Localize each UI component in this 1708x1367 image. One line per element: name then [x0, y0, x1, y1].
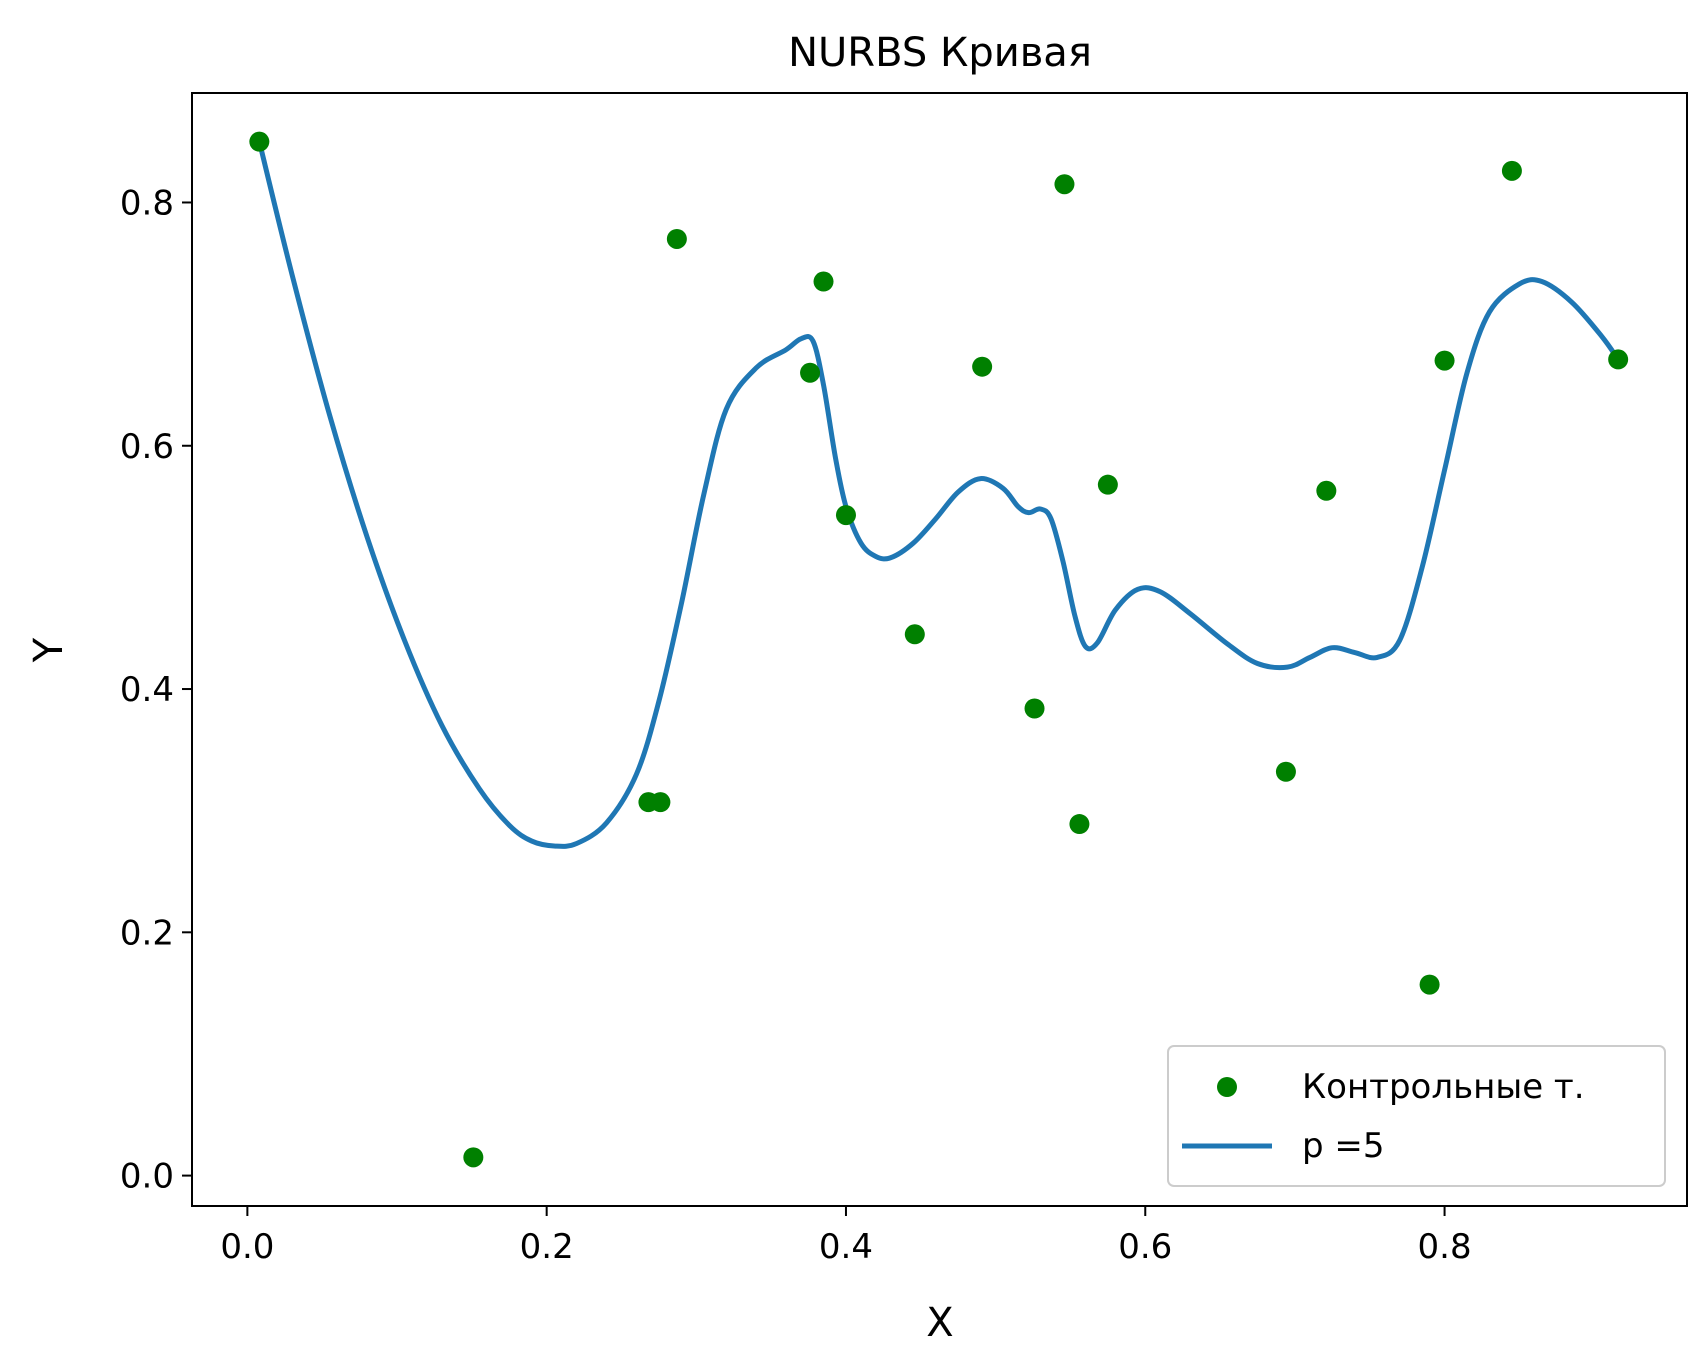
- control-point: [972, 356, 993, 377]
- control-point: [800, 362, 821, 383]
- control-point: [666, 228, 687, 249]
- control-point: [1434, 350, 1455, 371]
- legend-label-control-points: Контрольные т.: [1302, 1067, 1585, 1107]
- y-tick-label: 0.4: [120, 670, 174, 710]
- x-tick-label: 0.6: [1118, 1227, 1172, 1267]
- y-axis-label: Y: [26, 637, 72, 663]
- control-point: [1316, 480, 1337, 501]
- control-point: [650, 792, 671, 813]
- y-tick-label: 0.8: [120, 183, 174, 223]
- y-tick-label: 0.2: [120, 913, 174, 953]
- nurbs-curve-line: [256, 138, 1622, 849]
- control-point: [1054, 174, 1075, 195]
- legend-marker-control-points: [1217, 1077, 1237, 1097]
- control-point: [904, 624, 925, 645]
- control-point: [249, 131, 270, 152]
- y-tick-label: 0.6: [120, 427, 174, 467]
- control-point: [1419, 974, 1440, 995]
- legend-box: [1167, 1045, 1666, 1187]
- control-point: [835, 505, 856, 526]
- legend: Контрольные т. p =5: [1167, 1045, 1666, 1187]
- control-point: [463, 1147, 484, 1168]
- plot-layer: [249, 131, 1629, 1168]
- x-tick-label: 0.0: [220, 1227, 274, 1267]
- control-point: [1608, 349, 1629, 370]
- plot-background: [192, 93, 1687, 1206]
- control-point: [1501, 160, 1522, 181]
- x-axis-label: X: [926, 1300, 953, 1346]
- y-tick-label: 0.0: [120, 1157, 174, 1197]
- x-tick-label: 0.2: [520, 1227, 574, 1267]
- x-tick-label: 0.8: [1418, 1227, 1472, 1267]
- plot-frame: [191, 92, 1688, 1207]
- control-point: [1069, 814, 1090, 835]
- control-point: [1024, 698, 1045, 719]
- chart-title: NURBS Кривая: [788, 30, 1092, 76]
- legend-label-curve: p =5: [1302, 1126, 1385, 1166]
- x-tick-label: 0.4: [819, 1227, 873, 1267]
- control-point: [813, 271, 834, 292]
- control-point: [1275, 761, 1296, 782]
- axes-layer: 0.0 0.2 0.4 0.6 0.8 0.0 0.2 0.4 0.6 0.8: [120, 183, 1472, 1267]
- control-point: [1097, 474, 1118, 495]
